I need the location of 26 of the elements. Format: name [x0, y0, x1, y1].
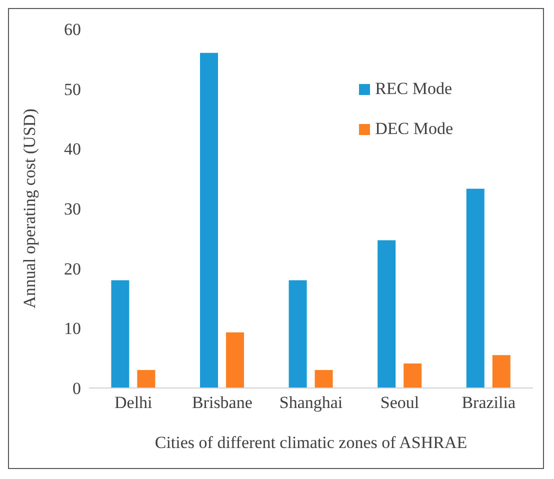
bar — [404, 363, 422, 388]
x-axis-title: Cities of different climatic zones of ASHRAE — [154, 433, 468, 452]
bar — [111, 280, 130, 388]
bar — [492, 355, 510, 388]
bar — [288, 280, 307, 388]
legend-label: DEC Mode — [375, 118, 453, 140]
bar — [226, 332, 244, 388]
x-tick-label: Shanghai — [279, 393, 343, 412]
bar — [200, 52, 218, 388]
x-tick-label: Brazilia — [462, 393, 516, 412]
x-tick-label: Seoul — [380, 393, 420, 412]
x-tick-label: Delhi — [114, 393, 153, 412]
y-tick-label: 60 — [64, 20, 81, 40]
y-axis-title: Annual operating cost (USD) — [20, 108, 40, 308]
y-tick-label: 50 — [64, 80, 81, 99]
y-tick-label: 20 — [64, 259, 81, 278]
legend-label: REC Mode — [375, 78, 452, 100]
bar — [314, 370, 333, 388]
y-tick-label: 10 — [64, 319, 81, 338]
bar — [378, 240, 396, 388]
bar — [466, 188, 484, 388]
bar — [137, 370, 156, 388]
x-tick-label: Brisbane — [192, 393, 252, 412]
y-tick-label: 40 — [64, 140, 81, 159]
y-tick-label: 0 — [72, 379, 81, 398]
y-tick-label: 30 — [64, 200, 81, 219]
